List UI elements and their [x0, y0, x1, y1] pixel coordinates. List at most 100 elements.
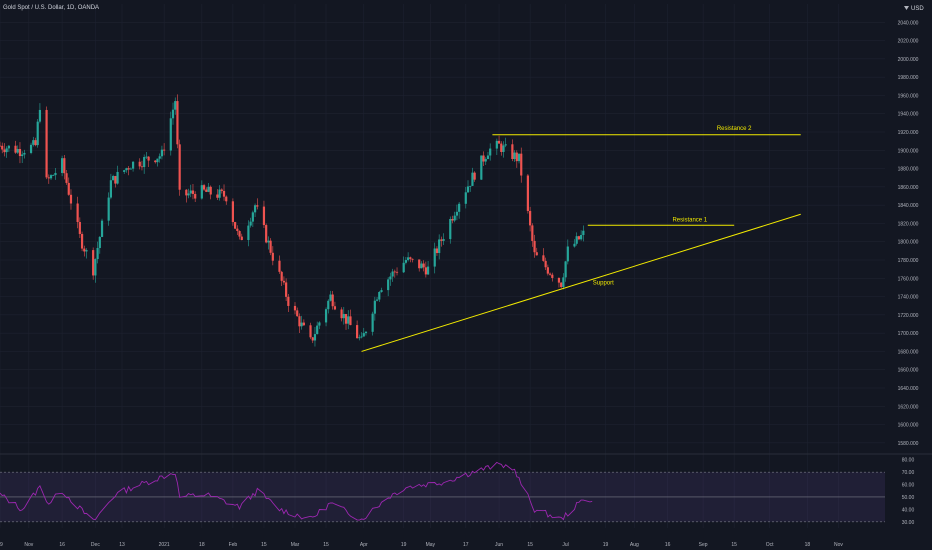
- candle-body: [3, 149, 6, 153]
- candle-body: [409, 257, 412, 259]
- time-tick-label: 17: [463, 542, 469, 548]
- candle-body: [566, 246, 569, 262]
- candle-body: [356, 325, 359, 339]
- candle-body: [324, 309, 328, 323]
- price-tick-label: 1700.000: [898, 331, 919, 337]
- candle-body: [435, 248, 439, 254]
- candle-body: [464, 192, 467, 204]
- candle-body: [61, 158, 64, 173]
- candle-body: [331, 294, 334, 307]
- price-axis[interactable]: 2040.000 2020.000 2000.000 1980.000 1960.000…: [898, 20, 919, 447]
- candle-body: [271, 252, 274, 261]
- rsi-tick-label: 80.00: [902, 458, 915, 464]
- candle-body: [504, 144, 507, 146]
- candle-body: [373, 300, 376, 314]
- price-tick-label: 1740.000: [898, 295, 919, 301]
- candle-body: [520, 153, 523, 176]
- candle-body: [160, 149, 164, 157]
- price-tick-label: 1580.000: [898, 441, 919, 447]
- time-tick-label: 18: [199, 542, 205, 548]
- candle-body: [495, 140, 498, 149]
- candle-body: [76, 203, 79, 223]
- candle-body: [200, 185, 203, 199]
- price-tick-label: 1640.000: [898, 386, 919, 392]
- candle-body: [114, 176, 117, 184]
- time-tick-label: 15: [261, 542, 267, 548]
- time-tick-label: Dec: [91, 542, 100, 548]
- candle-body: [318, 322, 321, 326]
- candle-body: [231, 201, 234, 223]
- candle-body: [7, 145, 10, 149]
- price-tick-label: 1900.000: [898, 148, 919, 154]
- candle-body: [542, 255, 545, 261]
- candle-body: [482, 155, 485, 162]
- price-tick-label: 1880.000: [898, 167, 919, 173]
- annotation-label: Resistance 1: [672, 218, 707, 224]
- candle-body: [296, 310, 299, 317]
- price-tick-label: 1760.000: [898, 276, 919, 282]
- price-tick-label: 1860.000: [898, 185, 919, 191]
- candle-body: [187, 193, 190, 196]
- candle-body: [402, 262, 405, 273]
- candle-body: [513, 152, 516, 160]
- rsi-axis[interactable]: 80.00 70.00 60.00 50.00 40.00 30.00: [902, 458, 915, 526]
- time-tick-label: 16: [665, 542, 671, 548]
- candle-body: [234, 222, 237, 229]
- candle-body: [52, 175, 55, 176]
- candle-body: [422, 263, 425, 268]
- candle-body: [551, 274, 554, 278]
- rsi-tick-label: 30.00: [902, 520, 915, 526]
- candle-body: [438, 239, 441, 254]
- candle-body: [265, 225, 268, 243]
- candle-body: [171, 109, 175, 119]
- candle-body: [256, 205, 259, 207]
- time-tick-label: Jun: [495, 542, 503, 548]
- candle-body: [129, 168, 132, 170]
- candle-body: [302, 322, 305, 326]
- candle-body: [411, 258, 414, 260]
- candle-body: [280, 271, 283, 281]
- rsi-pane: [0, 453, 932, 523]
- rsi-tick-label: 60.00: [902, 483, 915, 489]
- candle-body: [116, 171, 119, 184]
- candle-body: [424, 267, 427, 275]
- time-tick-label: 15: [323, 542, 329, 548]
- candle-body: [458, 203, 461, 212]
- candle-body: [267, 240, 270, 243]
- candle-body: [285, 282, 288, 297]
- candle-body: [533, 240, 536, 253]
- candle-body: [449, 219, 452, 240]
- price-tick-label: 1940.000: [898, 112, 919, 118]
- candle-body: [67, 182, 70, 195]
- candle-body: [544, 260, 547, 268]
- candle-body: [480, 155, 483, 180]
- candle-body: [364, 331, 368, 334]
- candle-body: [393, 271, 396, 273]
- candle-body: [316, 325, 319, 335]
- candle-body: [546, 267, 549, 274]
- candle-body: [575, 236, 578, 244]
- candle-body: [49, 175, 53, 179]
- time-tick-label: 19: [603, 542, 609, 548]
- candle-body: [158, 156, 161, 159]
- annotation-label: Support: [593, 281, 614, 287]
- candle-body: [269, 240, 272, 253]
- rsi-line: [0, 461, 593, 521]
- candle-body: [420, 263, 423, 269]
- candle-body: [5, 148, 8, 153]
- time-tick-label: Nov: [24, 542, 33, 548]
- candle-body: [580, 234, 583, 240]
- candle-body: [83, 248, 86, 252]
- candle-body: [349, 316, 352, 326]
- candle-body: [389, 276, 392, 280]
- candle-body: [238, 231, 241, 237]
- time-axis[interactable]: 19 Nov 16 Dec 13 2021 18 Feb 15 Mar 15 Apr 19 May 17 Ju…: [0, 542, 843, 548]
- time-tick-label: 18: [805, 542, 811, 548]
- candle-body: [94, 259, 97, 276]
- triangle-down-icon[interactable]: [904, 6, 909, 10]
- candle-body: [407, 257, 410, 261]
- candle-body: [327, 300, 330, 310]
- time-tick-label: Feb: [229, 542, 238, 548]
- candle-body: [515, 152, 518, 162]
